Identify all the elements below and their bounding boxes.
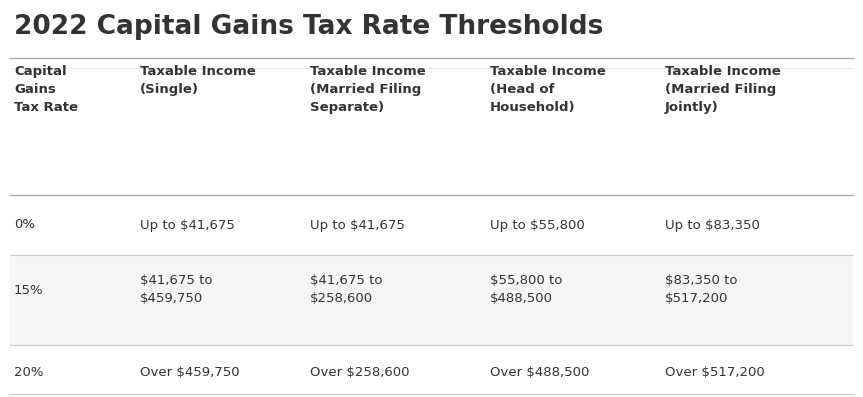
Text: Over $258,600: Over $258,600 <box>310 366 410 378</box>
Text: 15%: 15% <box>14 283 44 297</box>
Text: Capital
Gains
Tax Rate: Capital Gains Tax Rate <box>14 65 78 114</box>
Text: 20%: 20% <box>14 366 43 378</box>
Text: $55,800 to
$488,500: $55,800 to $488,500 <box>490 274 563 306</box>
Text: $41,675 to
$459,750: $41,675 to $459,750 <box>140 274 212 306</box>
Text: 0%: 0% <box>14 218 35 231</box>
Text: Over $459,750: Over $459,750 <box>140 366 240 378</box>
Text: Over $517,200: Over $517,200 <box>665 366 765 378</box>
Text: Over $488,500: Over $488,500 <box>490 366 589 378</box>
Text: Up to $41,675: Up to $41,675 <box>140 218 235 231</box>
Text: Up to $83,350: Up to $83,350 <box>665 218 760 231</box>
Bar <box>10 255 853 345</box>
Text: $41,675 to
$258,600: $41,675 to $258,600 <box>310 274 382 306</box>
Text: Up to $55,800: Up to $55,800 <box>490 218 585 231</box>
Text: $83,350 to
$517,200: $83,350 to $517,200 <box>665 274 738 306</box>
Text: Taxable Income
(Head of
Household): Taxable Income (Head of Household) <box>490 65 606 114</box>
Text: 2022 Capital Gains Tax Rate Thresholds: 2022 Capital Gains Tax Rate Thresholds <box>14 14 603 40</box>
Text: Taxable Income
(Single): Taxable Income (Single) <box>140 65 255 96</box>
Text: Up to $41,675: Up to $41,675 <box>310 218 405 231</box>
Text: Taxable Income
(Married Filing
Separate): Taxable Income (Married Filing Separate) <box>310 65 425 114</box>
Text: Taxable Income
(Married Filing
Jointly): Taxable Income (Married Filing Jointly) <box>665 65 781 114</box>
